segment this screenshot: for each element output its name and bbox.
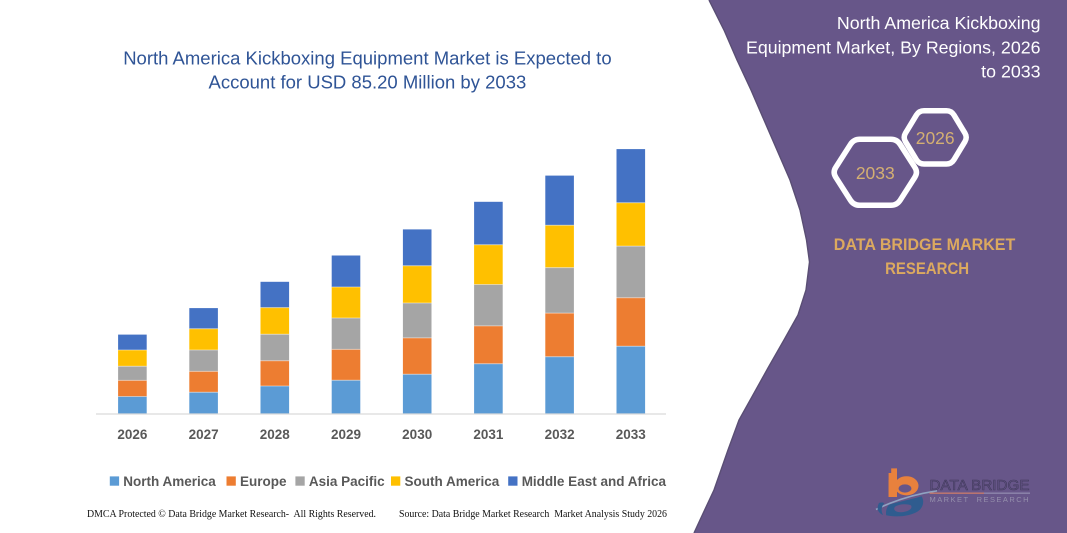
svg-text:2029: 2029 — [331, 427, 361, 442]
svg-text:North America Kickboxing Equip: North America Kickboxing Equipment Marke… — [123, 47, 611, 68]
svg-text:2026: 2026 — [916, 128, 955, 148]
svg-text:Source: Data Bridge Market Res: Source: Data Bridge Market Research Mark… — [399, 508, 667, 520]
svg-text:Asia Pacific: Asia Pacific — [309, 474, 385, 489]
svg-text:North America Kickboxing: North America Kickboxing — [837, 13, 1041, 33]
svg-text:2030: 2030 — [402, 427, 432, 442]
svg-text:2033: 2033 — [856, 163, 895, 183]
svg-text:Equipment Market, By Regions,: Equipment Market, By Regions, 2026 — [746, 37, 1041, 57]
svg-text:DATA BRIDGE: DATA BRIDGE — [930, 477, 1030, 494]
svg-text:DATA BRIDGE MARKET: DATA BRIDGE MARKET — [834, 236, 1016, 254]
svg-text:to 2033: to 2033 — [981, 61, 1040, 81]
svg-text:South America: South America — [405, 474, 500, 489]
svg-text:2031: 2031 — [473, 427, 504, 442]
svg-text:MARKET RESEARCH: MARKET RESEARCH — [930, 495, 1029, 504]
svg-text:2028: 2028 — [260, 427, 291, 442]
svg-text:DMCA Protected © Data Bridge M: DMCA Protected © Data Bridge Market Rese… — [87, 508, 376, 520]
svg-text:Account for USD 85.20 Million: Account for USD 85.20 Million by 2033 — [209, 72, 527, 93]
svg-text:Europe: Europe — [240, 474, 287, 489]
svg-text:RESEARCH: RESEARCH — [885, 260, 969, 278]
svg-text:2032: 2032 — [545, 427, 575, 442]
svg-text:2027: 2027 — [189, 427, 219, 442]
svg-text:2026: 2026 — [117, 427, 148, 442]
svg-text:North America: North America — [123, 474, 216, 489]
svg-text:Middle East and Africa: Middle East and Africa — [522, 474, 667, 489]
svg-text:2033: 2033 — [616, 427, 647, 442]
